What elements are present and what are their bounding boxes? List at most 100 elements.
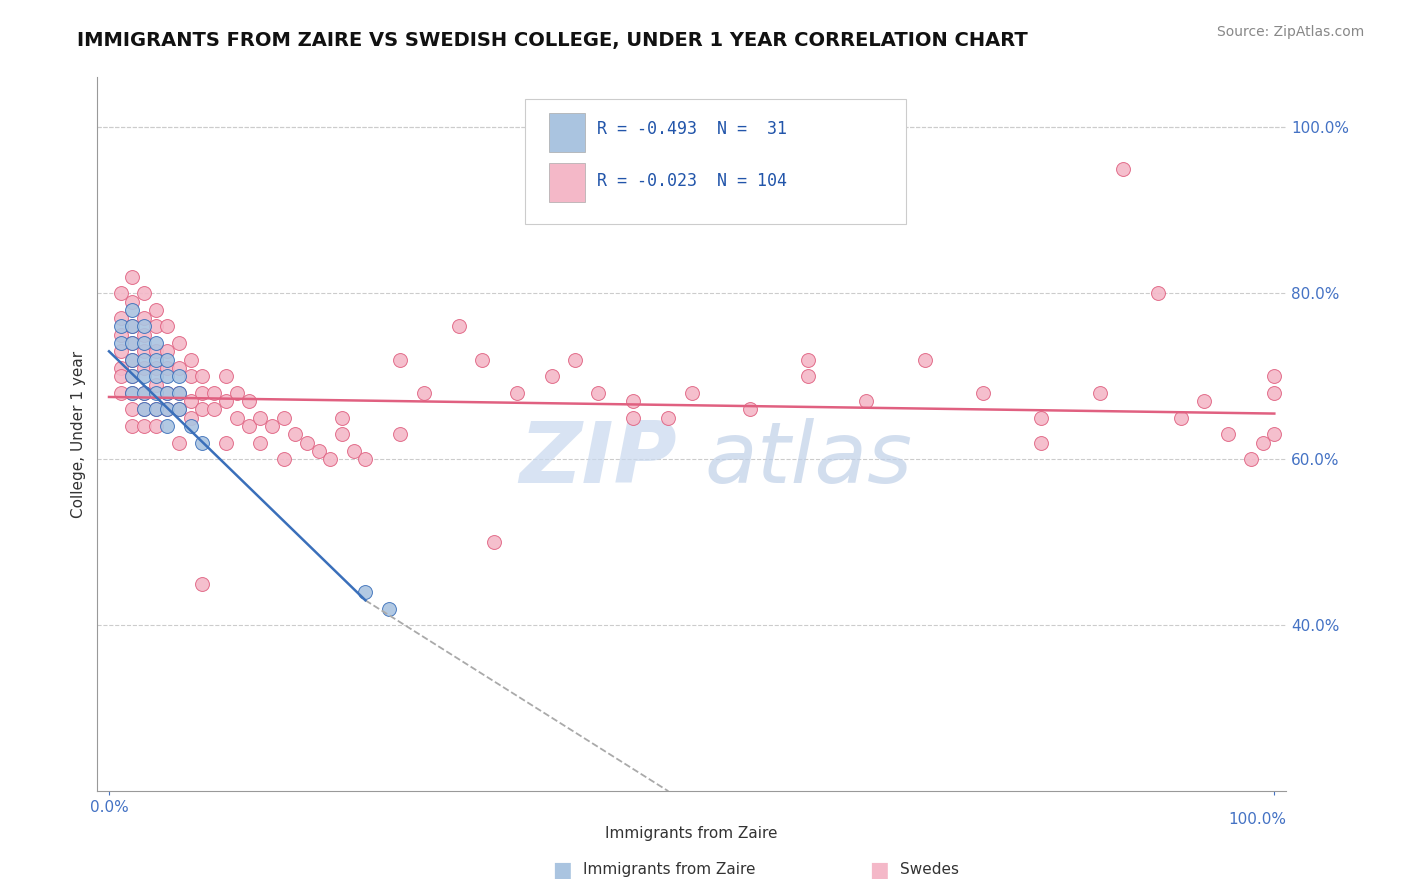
- Point: [132, 352, 155, 367]
- Point: [855, 394, 877, 409]
- Text: Source: ZipAtlas.com: Source: ZipAtlas.com: [1216, 25, 1364, 39]
- Point: [914, 352, 936, 367]
- Point: [1170, 410, 1192, 425]
- Point: [167, 435, 190, 450]
- Point: [110, 311, 132, 326]
- Point: [214, 435, 236, 450]
- Point: [1146, 286, 1168, 301]
- Point: [132, 327, 155, 342]
- Point: [191, 385, 214, 400]
- Point: [226, 385, 249, 400]
- Point: [354, 585, 377, 599]
- Point: [121, 369, 143, 384]
- Point: [121, 269, 143, 284]
- Point: [110, 369, 132, 384]
- Point: [132, 311, 155, 326]
- Point: [167, 369, 190, 384]
- Point: [273, 452, 295, 467]
- Text: R = -0.493  N =  31: R = -0.493 N = 31: [596, 120, 786, 138]
- Point: [132, 319, 155, 334]
- Point: [657, 410, 679, 425]
- Point: [156, 360, 179, 375]
- Point: [156, 369, 179, 384]
- Point: [797, 352, 820, 367]
- Point: [167, 360, 190, 375]
- Point: [412, 385, 434, 400]
- Point: [145, 344, 167, 359]
- Point: [191, 435, 214, 450]
- Point: [191, 402, 214, 417]
- Point: [167, 402, 190, 417]
- Point: [1031, 410, 1053, 425]
- Point: [1031, 435, 1053, 450]
- Point: [1263, 427, 1285, 442]
- Point: [1263, 369, 1285, 384]
- Point: [540, 369, 562, 384]
- Point: [121, 402, 143, 417]
- X-axis label: Immigrants from Zaire: Immigrants from Zaire: [606, 826, 778, 841]
- Point: [482, 535, 505, 549]
- Point: [180, 352, 202, 367]
- Point: [110, 336, 132, 351]
- Point: [145, 336, 167, 351]
- Point: [156, 352, 179, 367]
- Point: [167, 336, 190, 351]
- Text: Swedes: Swedes: [900, 863, 959, 877]
- Point: [273, 410, 295, 425]
- Point: [681, 385, 703, 400]
- Point: [156, 385, 179, 400]
- Text: ■: ■: [869, 860, 889, 880]
- Text: Immigrants from Zaire: Immigrants from Zaire: [583, 863, 756, 877]
- Point: [121, 385, 143, 400]
- Point: [262, 419, 284, 434]
- Point: [471, 352, 494, 367]
- Text: ■: ■: [553, 860, 572, 880]
- Point: [506, 385, 529, 400]
- Point: [156, 319, 179, 334]
- Text: R = -0.023  N = 104: R = -0.023 N = 104: [596, 172, 786, 190]
- Point: [145, 319, 167, 334]
- Point: [132, 385, 155, 400]
- Point: [588, 385, 610, 400]
- Text: atlas: atlas: [704, 417, 912, 500]
- Point: [1251, 435, 1274, 450]
- Point: [202, 402, 225, 417]
- Point: [132, 286, 155, 301]
- Point: [180, 369, 202, 384]
- Point: [132, 360, 155, 375]
- Point: [564, 352, 586, 367]
- Point: [214, 369, 236, 384]
- Point: [156, 419, 179, 434]
- Point: [145, 369, 167, 384]
- Point: [145, 402, 167, 417]
- Point: [121, 352, 143, 367]
- Point: [121, 369, 143, 384]
- Point: [145, 402, 167, 417]
- Point: [1194, 394, 1216, 409]
- Point: [121, 336, 143, 351]
- Point: [132, 344, 155, 359]
- Point: [249, 435, 271, 450]
- Point: [132, 385, 155, 400]
- Point: [110, 327, 132, 342]
- Point: [377, 601, 399, 615]
- Point: [121, 294, 143, 309]
- Point: [110, 360, 132, 375]
- Point: [621, 410, 644, 425]
- Point: [110, 385, 132, 400]
- Point: [132, 369, 155, 384]
- Point: [167, 402, 190, 417]
- Point: [110, 344, 132, 359]
- Point: [238, 419, 260, 434]
- Point: [226, 410, 249, 425]
- Point: [249, 410, 271, 425]
- FancyBboxPatch shape: [526, 99, 905, 224]
- Point: [330, 427, 353, 442]
- Point: [132, 402, 155, 417]
- Point: [1088, 385, 1111, 400]
- Y-axis label: College, Under 1 year: College, Under 1 year: [72, 351, 86, 518]
- Point: [389, 427, 412, 442]
- Point: [145, 385, 167, 400]
- Point: [1216, 427, 1239, 442]
- Point: [295, 435, 318, 450]
